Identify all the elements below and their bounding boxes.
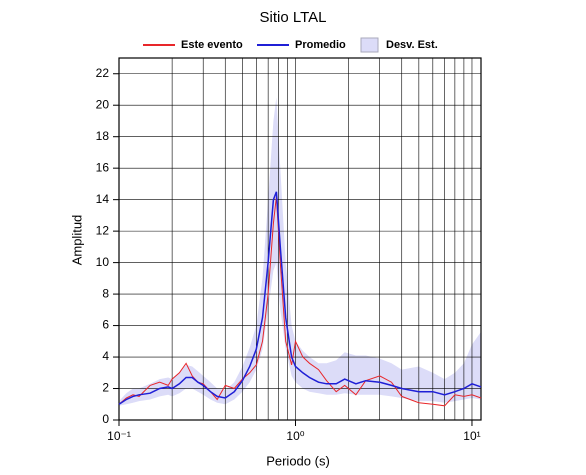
legend-label: Promedio bbox=[295, 39, 346, 51]
legend-swatch bbox=[360, 37, 379, 53]
x-tick-label: 10⁻¹ bbox=[107, 429, 131, 443]
y-tick-label: 14 bbox=[96, 192, 110, 206]
y-tick-label: 18 bbox=[96, 129, 110, 143]
plot-frame bbox=[118, 57, 482, 421]
y-tick-label: 10 bbox=[96, 255, 110, 269]
std-band bbox=[119, 97, 481, 406]
series-line bbox=[118, 191, 482, 405]
y-tick-label: 4 bbox=[102, 349, 109, 363]
x-axis-label: Periodo (s) bbox=[266, 453, 330, 468]
x-tick-label: 10¹ bbox=[463, 429, 480, 443]
x-tick-label: 10⁰ bbox=[286, 429, 304, 443]
y-tick-label: 20 bbox=[96, 97, 110, 111]
y-tick-label: 8 bbox=[102, 286, 109, 300]
y-tick-label: 0 bbox=[102, 412, 109, 426]
y-tick-label: 12 bbox=[96, 223, 110, 237]
series-line bbox=[118, 196, 482, 407]
legend-label: Desv. Est. bbox=[386, 39, 438, 51]
legend-label: Este evento bbox=[181, 39, 243, 51]
chart-title: Sitio LTAL bbox=[260, 9, 327, 26]
y-tick-label: 22 bbox=[96, 66, 110, 80]
y-tick-label: 6 bbox=[102, 318, 109, 332]
y-tick-label: 2 bbox=[102, 381, 109, 395]
y-axis-label: Amplitud bbox=[69, 215, 84, 266]
y-tick-label: 16 bbox=[96, 160, 110, 174]
